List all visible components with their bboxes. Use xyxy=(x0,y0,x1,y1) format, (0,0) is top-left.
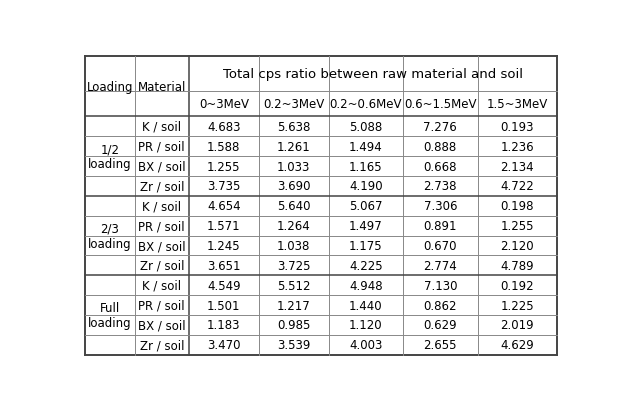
Text: 0.670: 0.670 xyxy=(424,239,457,252)
Text: 2/3
loading: 2/3 loading xyxy=(88,222,131,250)
Text: 3.725: 3.725 xyxy=(277,259,310,272)
Text: 0.2~3MeV: 0.2~3MeV xyxy=(263,98,324,111)
Text: Zr / soil: Zr / soil xyxy=(140,259,184,272)
Text: PR / soil: PR / soil xyxy=(138,299,185,312)
Text: 7.276: 7.276 xyxy=(424,121,457,134)
Text: 1.236: 1.236 xyxy=(500,141,534,153)
Text: 4.722: 4.722 xyxy=(500,180,534,193)
Text: 4.190: 4.190 xyxy=(349,180,383,193)
Text: 4.549: 4.549 xyxy=(207,279,240,292)
Text: 1.217: 1.217 xyxy=(277,299,310,312)
Text: Total cps ratio between raw material and soil: Total cps ratio between raw material and… xyxy=(223,68,523,81)
Text: 7.130: 7.130 xyxy=(424,279,457,292)
Text: 5.088: 5.088 xyxy=(349,121,383,134)
Text: 3.690: 3.690 xyxy=(277,180,310,193)
Text: K / soil: K / soil xyxy=(142,121,181,134)
Text: PR / soil: PR / soil xyxy=(138,220,185,232)
Text: BX / soil: BX / soil xyxy=(138,319,186,332)
Text: 0.192: 0.192 xyxy=(500,279,534,292)
Text: 1.588: 1.588 xyxy=(207,141,240,153)
Text: 5.640: 5.640 xyxy=(277,200,310,213)
Text: 1.501: 1.501 xyxy=(207,299,240,312)
Text: Material: Material xyxy=(138,80,186,93)
Text: Zr / soil: Zr / soil xyxy=(140,180,184,193)
Text: BX / soil: BX / soil xyxy=(138,239,186,252)
Text: 2.774: 2.774 xyxy=(424,259,457,272)
Text: 4.789: 4.789 xyxy=(500,259,534,272)
Text: 0.198: 0.198 xyxy=(500,200,534,213)
Text: 0.888: 0.888 xyxy=(424,141,457,153)
Text: 3.651: 3.651 xyxy=(207,259,240,272)
Text: 0.891: 0.891 xyxy=(424,220,457,232)
Text: 4.948: 4.948 xyxy=(349,279,383,292)
Text: 1.440: 1.440 xyxy=(349,299,383,312)
Text: 0~3MeV: 0~3MeV xyxy=(199,98,249,111)
Text: Full
loading: Full loading xyxy=(88,301,131,329)
Text: 5.067: 5.067 xyxy=(349,200,383,213)
Text: 4.629: 4.629 xyxy=(500,339,534,352)
Text: 4.225: 4.225 xyxy=(349,259,383,272)
Text: 0.629: 0.629 xyxy=(424,319,457,332)
Text: 1.165: 1.165 xyxy=(349,160,383,173)
Text: 0.862: 0.862 xyxy=(424,299,457,312)
Text: 0.985: 0.985 xyxy=(277,319,310,332)
Text: 1.264: 1.264 xyxy=(277,220,310,232)
Text: 1.497: 1.497 xyxy=(349,220,383,232)
Text: 2.738: 2.738 xyxy=(424,180,457,193)
Text: 1.183: 1.183 xyxy=(207,319,240,332)
Text: 5.638: 5.638 xyxy=(277,121,310,134)
Text: Loading: Loading xyxy=(87,80,133,93)
Text: 1.494: 1.494 xyxy=(349,141,383,153)
Text: 2.134: 2.134 xyxy=(500,160,534,173)
Text: 4.003: 4.003 xyxy=(349,339,383,352)
Text: 1.038: 1.038 xyxy=(277,239,310,252)
Text: 5.512: 5.512 xyxy=(277,279,310,292)
Text: 1.245: 1.245 xyxy=(207,239,240,252)
Text: 0.6~1.5MeV: 0.6~1.5MeV xyxy=(404,98,477,111)
Text: 3.735: 3.735 xyxy=(207,180,240,193)
Text: 3.539: 3.539 xyxy=(277,339,310,352)
Text: 2.655: 2.655 xyxy=(424,339,457,352)
Text: 4.683: 4.683 xyxy=(207,121,240,134)
Text: K / soil: K / soil xyxy=(142,279,181,292)
Text: 0.193: 0.193 xyxy=(500,121,534,134)
Text: 2.120: 2.120 xyxy=(500,239,534,252)
Text: 1.255: 1.255 xyxy=(207,160,240,173)
Text: 1.5~3MeV: 1.5~3MeV xyxy=(487,98,548,111)
Text: 7.306: 7.306 xyxy=(424,200,457,213)
Text: 1.033: 1.033 xyxy=(277,160,310,173)
Text: 1.225: 1.225 xyxy=(500,299,534,312)
Text: 3.470: 3.470 xyxy=(207,339,240,352)
Text: PR / soil: PR / soil xyxy=(138,141,185,153)
Text: 1.255: 1.255 xyxy=(500,220,534,232)
Text: 4.654: 4.654 xyxy=(207,200,240,213)
Text: 1.261: 1.261 xyxy=(277,141,310,153)
Text: 1.571: 1.571 xyxy=(207,220,240,232)
Text: 1.120: 1.120 xyxy=(349,319,383,332)
Text: 1/2
loading: 1/2 loading xyxy=(88,143,131,171)
Text: Zr / soil: Zr / soil xyxy=(140,339,184,352)
Text: 2.019: 2.019 xyxy=(500,319,534,332)
Text: 0.668: 0.668 xyxy=(424,160,457,173)
Text: BX / soil: BX / soil xyxy=(138,160,186,173)
Text: 0.2~0.6MeV: 0.2~0.6MeV xyxy=(330,98,402,111)
Text: 1.175: 1.175 xyxy=(349,239,383,252)
Text: K / soil: K / soil xyxy=(142,200,181,213)
